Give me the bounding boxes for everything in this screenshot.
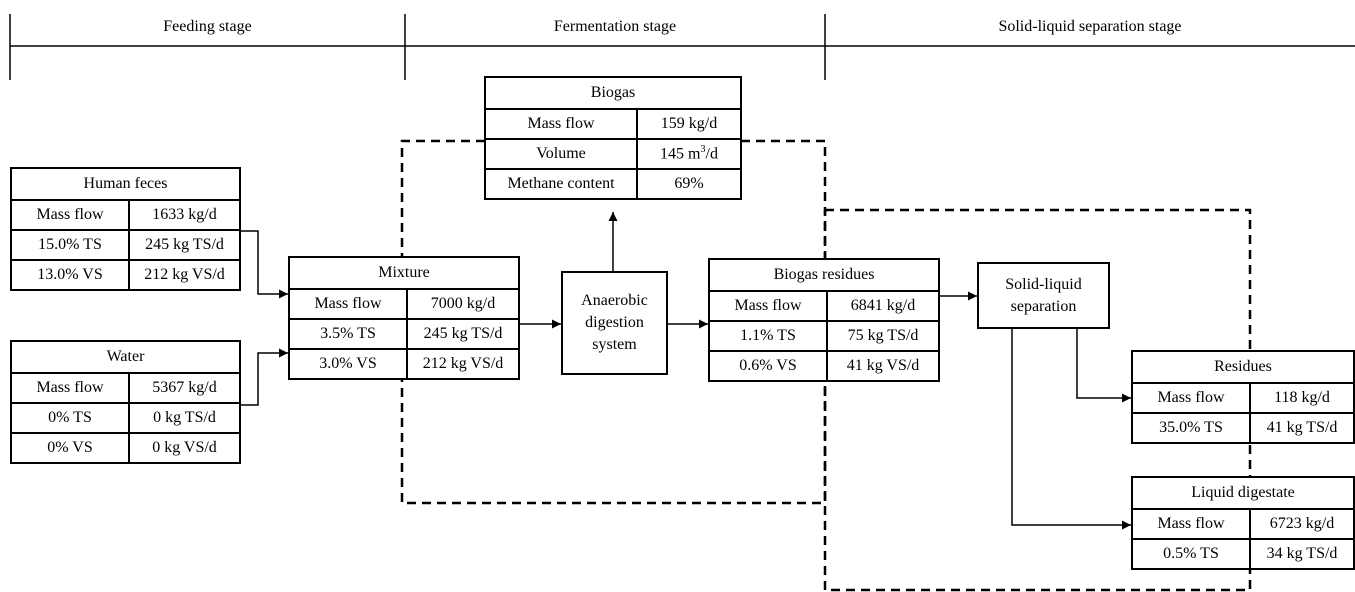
- table-row: 15.0% TS 245 kg TS/d: [10, 229, 241, 261]
- table-row: 0% VS 0 kg VS/d: [10, 432, 241, 464]
- table-title: Liquid digestate: [1131, 476, 1355, 510]
- table-row: 0.5% TS 34 kg TS/d: [1131, 538, 1355, 570]
- arrow-separator-to-liquid-digestate: [1011, 329, 1131, 530]
- table-row: Volume 145 m3/d: [484, 138, 742, 170]
- table-row: Methane content 69%: [484, 168, 742, 200]
- human-feces-table: Human feces Mass flow 1633 kg/d 15.0% TS 2…: [10, 167, 241, 291]
- arrow-feces-to-mixture: [240, 230, 288, 299]
- table-title: Mixture: [288, 256, 520, 290]
- stage-label-feeding: Feeding stage: [163, 18, 252, 35]
- table-title: Human feces: [10, 167, 241, 201]
- stage-label-separation: Solid-liquid separation stage: [998, 18, 1182, 35]
- table-row: Mass flow 6723 kg/d: [1131, 508, 1355, 540]
- biogas-table: Biogas Mass flow 159 kg/d Volume 145 m3/d…: [484, 76, 742, 200]
- table-row: Mass flow 1633 kg/d: [10, 199, 241, 231]
- table-row: Mass flow 118 kg/d: [1131, 382, 1355, 414]
- mixture-table: Mixture Mass flow 7000 kg/d 3.5% TS 245 kg…: [288, 256, 520, 380]
- anaerobic-digestion-node: Anaerobic digestion system: [561, 271, 668, 375]
- table-title: Biogas residues: [708, 258, 940, 292]
- table-row: 35.0% TS 41 kg TS/d: [1131, 412, 1355, 444]
- table-row: Mass flow 6841 kg/d: [708, 290, 940, 322]
- arrow-water-to-mixture: [240, 348, 288, 406]
- biogas-residues-table: Biogas residues Mass flow 6841 kg/d 1.1% …: [708, 258, 940, 382]
- table-row: 3.5% TS 245 kg TS/d: [288, 318, 520, 350]
- table-title: Residues: [1131, 350, 1355, 384]
- table-row: 13.0% VS 212 kg VS/d: [10, 259, 241, 291]
- table-row: 3.0% VS 212 kg VS/d: [288, 348, 520, 380]
- table-row: Mass flow 7000 kg/d: [288, 288, 520, 320]
- stage-label-fermentation: Fermentation stage: [553, 18, 677, 35]
- table-row: Mass flow 5367 kg/d: [10, 372, 241, 404]
- table-row: 0.6% VS 41 kg VS/d: [708, 350, 940, 382]
- water-table: Water Mass flow 5367 kg/d 0% TS 0 kg TS/d …: [10, 340, 241, 464]
- table-row: Mass flow 159 kg/d: [484, 108, 742, 140]
- table-row: 0% TS 0 kg TS/d: [10, 402, 241, 434]
- table-row: 1.1% TS 75 kg TS/d: [708, 320, 940, 352]
- residues-table: Residues Mass flow 118 kg/d 35.0% TS 41 kg…: [1131, 350, 1355, 444]
- arrow-separator-to-solid-residues: [1076, 329, 1131, 403]
- table-title: Water: [10, 340, 241, 374]
- table-title: Biogas: [484, 76, 742, 110]
- solid-liquid-separation-node: Solid-liquid separation: [977, 262, 1110, 329]
- liquid-digestate-table: Liquid digestate Mass flow 6723 kg/d 0.5%…: [1131, 476, 1355, 570]
- separation-boundary: [823, 208, 1252, 592]
